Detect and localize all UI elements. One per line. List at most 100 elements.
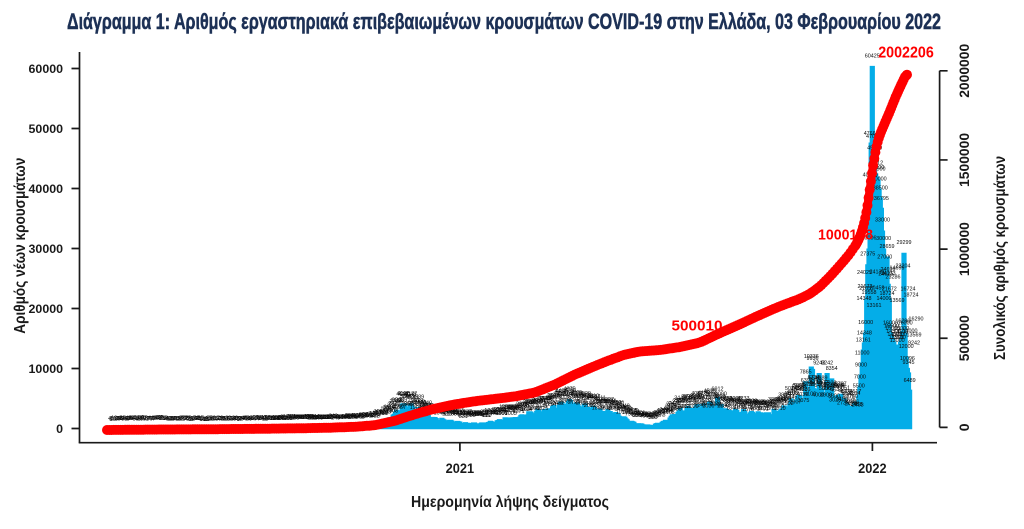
svg-text:6489: 6489 — [904, 378, 916, 384]
svg-text:133: 133 — [276, 416, 285, 422]
svg-text:2605: 2605 — [756, 401, 768, 407]
svg-text:21: 21 — [197, 416, 203, 422]
svg-text:4164: 4164 — [848, 391, 860, 397]
svg-text:396: 396 — [349, 415, 358, 421]
svg-text:868: 868 — [472, 410, 481, 416]
svg-text:3311: 3311 — [594, 396, 606, 402]
svg-text:9243: 9243 — [813, 361, 825, 367]
svg-text:40000: 40000 — [872, 177, 887, 183]
svg-text:53: 53 — [162, 416, 168, 422]
svg-text:255: 255 — [290, 416, 299, 422]
svg-text:653: 653 — [366, 412, 375, 418]
svg-text:29299: 29299 — [897, 240, 912, 246]
svg-text:64: 64 — [154, 415, 160, 421]
svg-text:1339: 1339 — [504, 408, 516, 414]
svg-text:2049: 2049 — [535, 404, 547, 410]
svg-text:9936: 9936 — [807, 356, 819, 362]
svg-text:1044: 1044 — [434, 410, 446, 416]
svg-text:3810: 3810 — [587, 393, 599, 399]
svg-text:29: 29 — [187, 416, 193, 422]
svg-text:673: 673 — [657, 413, 666, 419]
svg-text:15: 15 — [198, 416, 204, 422]
svg-text:189: 189 — [278, 416, 287, 422]
svg-text:42: 42 — [122, 416, 128, 422]
svg-text:15500: 15500 — [884, 324, 899, 330]
svg-text:4517: 4517 — [849, 389, 861, 395]
svg-text:3409: 3409 — [684, 395, 696, 401]
svg-text:3457: 3457 — [788, 395, 800, 401]
svg-text:1907: 1907 — [510, 405, 522, 411]
svg-text:2565: 2565 — [401, 402, 413, 408]
svg-text:3083: 3083 — [700, 398, 712, 404]
svg-text:18724: 18724 — [880, 291, 895, 297]
svg-text:5549: 5549 — [834, 383, 846, 389]
svg-text:1005: 1005 — [505, 411, 517, 417]
svg-text:2867: 2867 — [752, 400, 764, 406]
svg-text:573: 573 — [361, 413, 370, 419]
svg-text:4084: 4084 — [566, 392, 578, 398]
svg-text:1305: 1305 — [626, 408, 638, 414]
svg-text:1731: 1731 — [380, 407, 392, 413]
svg-text:1031: 1031 — [373, 411, 385, 417]
svg-text:946: 946 — [462, 411, 471, 417]
svg-text:2082: 2082 — [584, 403, 596, 409]
svg-text:2151: 2151 — [613, 404, 625, 410]
svg-text:266: 266 — [306, 414, 315, 420]
svg-text:419: 419 — [641, 413, 650, 419]
svg-text:16724: 16724 — [901, 287, 916, 293]
svg-text:3617: 3617 — [588, 394, 600, 400]
svg-text:1500000: 1500000 — [956, 133, 972, 187]
svg-text:13500: 13500 — [891, 335, 906, 341]
svg-text:51: 51 — [161, 416, 167, 422]
svg-text:685: 685 — [451, 412, 460, 418]
svg-text:6912: 6912 — [712, 387, 724, 393]
svg-text:2163: 2163 — [733, 404, 745, 410]
svg-text:21657: 21657 — [859, 286, 874, 292]
svg-text:262: 262 — [318, 415, 327, 421]
svg-text:3048: 3048 — [392, 397, 404, 403]
svg-text:3449: 3449 — [559, 396, 571, 402]
svg-text:2484: 2484 — [740, 401, 752, 407]
svg-text:3127: 3127 — [723, 398, 735, 404]
svg-text:13569: 13569 — [890, 298, 905, 304]
svg-text:14000: 14000 — [877, 296, 892, 302]
svg-text:1840: 1840 — [726, 405, 738, 411]
svg-text:868: 868 — [476, 412, 485, 418]
svg-text:3331: 3331 — [567, 396, 579, 402]
svg-text:13569: 13569 — [907, 333, 922, 339]
svg-text:6065: 6065 — [811, 380, 823, 386]
svg-text:Διάγραμμα 1: Αριθμός εργαστηρι: Διάγραμμα 1: Αριθμός εργαστηριακά επιβεβ… — [67, 9, 941, 34]
svg-text:5594: 5594 — [832, 382, 844, 388]
svg-text:3249: 3249 — [539, 396, 551, 402]
svg-text:2559: 2559 — [530, 400, 542, 406]
svg-text:1003: 1003 — [475, 410, 487, 416]
svg-text:2002206: 2002206 — [878, 45, 934, 62]
svg-text:41: 41 — [152, 416, 158, 422]
svg-text:2622: 2622 — [605, 400, 617, 406]
svg-text:1726: 1726 — [617, 405, 629, 411]
svg-text:475: 475 — [350, 414, 359, 420]
svg-text:60425: 60425 — [865, 54, 880, 60]
svg-text:25: 25 — [238, 416, 244, 422]
svg-text:5386: 5386 — [792, 385, 804, 391]
svg-text:1915: 1915 — [509, 405, 521, 411]
svg-text:554: 554 — [372, 413, 381, 419]
svg-text:2898: 2898 — [769, 399, 781, 405]
svg-text:4130: 4130 — [697, 392, 709, 398]
svg-text:63: 63 — [155, 415, 161, 421]
svg-text:690: 690 — [466, 412, 475, 418]
svg-text:3233: 3233 — [738, 396, 750, 402]
svg-text:37: 37 — [159, 416, 165, 422]
svg-text:876: 876 — [636, 411, 645, 417]
svg-text:30000: 30000 — [29, 242, 64, 256]
svg-text:500010: 500010 — [672, 318, 723, 334]
svg-text:1374: 1374 — [491, 407, 503, 413]
svg-text:4077: 4077 — [842, 392, 854, 398]
svg-text:61: 61 — [132, 416, 138, 422]
svg-text:4221: 4221 — [569, 392, 581, 398]
svg-text:2890: 2890 — [603, 398, 615, 404]
svg-text:24: 24 — [212, 417, 218, 423]
svg-text:3399: 3399 — [683, 396, 695, 402]
svg-text:28: 28 — [219, 416, 225, 422]
svg-text:586: 586 — [650, 413, 659, 419]
